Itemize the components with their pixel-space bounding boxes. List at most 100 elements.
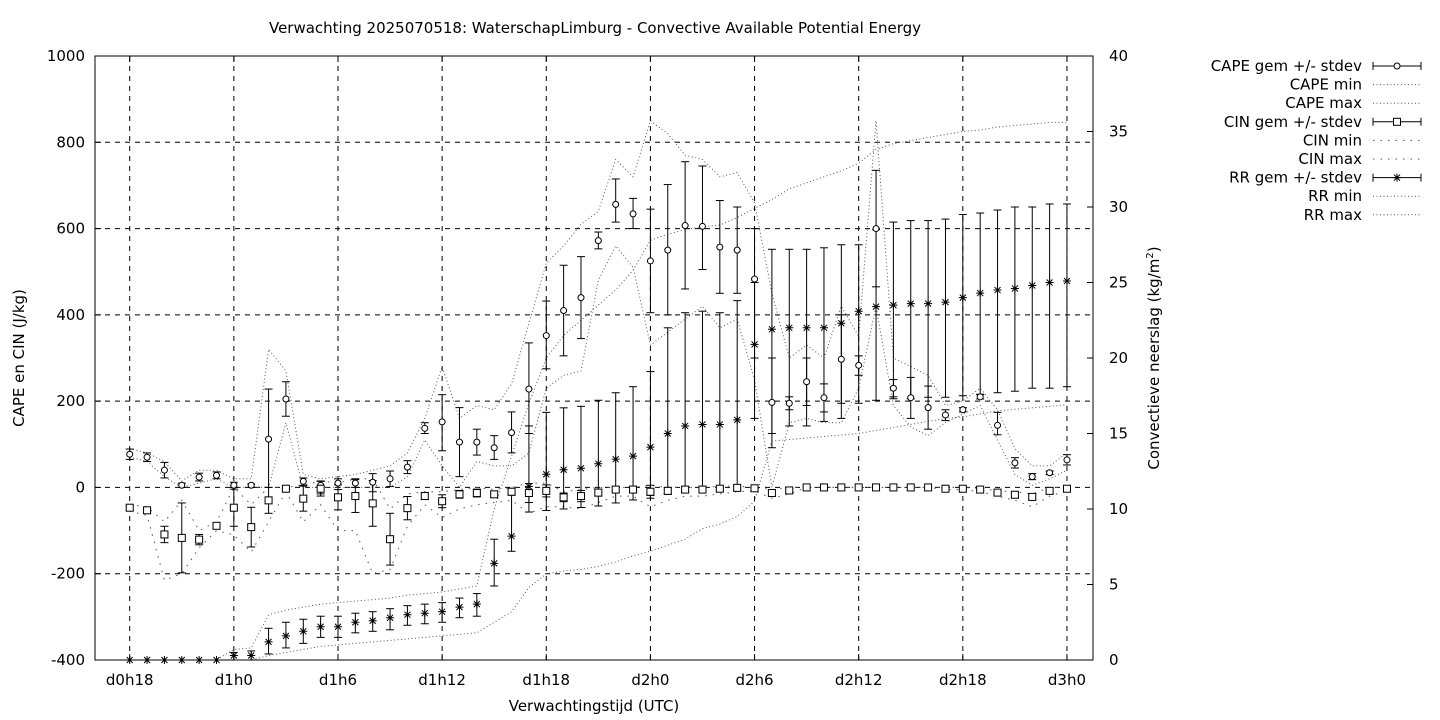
cape-gem-stdev-point [1028, 473, 1036, 481]
rr-gem-stdev-point [958, 293, 967, 302]
rr-gem-stdev-point [368, 616, 377, 625]
x-tick-label: d1h0 [215, 671, 253, 689]
cape-gem-stdev-point [577, 294, 585, 302]
axes: d0h18 d1h0 d1h6 d1h12 d1h18 d2h0 d2h6 d2h12 d2h1… [47, 47, 1128, 689]
rr-gem-stdev-point [1010, 284, 1019, 293]
cape-gem-stdev-point [403, 463, 411, 471]
cin-gem-stdev-point [299, 494, 308, 503]
cape-gem-stdev-point [803, 378, 811, 386]
y-right-tick-label: 30 [1109, 198, 1128, 216]
cape-gem-stdev-point [716, 243, 724, 251]
cape-gem-stdev-point [195, 473, 203, 481]
cape-gem-stdev-point [490, 444, 498, 452]
rr-gem-stdev-point [629, 452, 638, 461]
cin-gem-stdev-point [733, 483, 742, 492]
cin-gem-stdev-point [247, 523, 256, 532]
rr-max-line [129, 121, 1067, 661]
cin-gem-stdev-point [281, 484, 290, 493]
cin-gem-stdev-point [1010, 490, 1019, 499]
y-right-tick-label: 5 [1109, 576, 1119, 594]
cin-gem-stdev-point [1028, 492, 1037, 501]
legend-label: CAPE gem +/- stdev [1211, 57, 1362, 75]
rr-gem-stdev-point [785, 323, 794, 332]
rr-gem-stdev-point [299, 627, 308, 636]
y-left-tick-label: -200 [51, 565, 85, 583]
cin-gem-stdev-point [854, 483, 863, 492]
cin-gem-stdev-point [976, 485, 985, 494]
cape-gem-stdev-point [941, 411, 949, 419]
cin-gem-stdev-point [941, 484, 950, 493]
cin-gem-stdev-point [524, 489, 533, 498]
legend-label: CIN min [1303, 131, 1362, 149]
cin-gem-stdev-point [594, 488, 603, 497]
cape-gem-stdev-point [438, 418, 446, 426]
cape-gem-stdev-point [768, 398, 776, 406]
x-tick-label: d1h12 [418, 671, 466, 689]
rr-gem-stdev-point [594, 459, 603, 468]
cape-gem-stdev-point [1046, 469, 1054, 477]
cape-gem-stdev-point [126, 450, 134, 458]
rr-gem-stdev-point [681, 421, 690, 430]
rr-gem-stdev-point [507, 532, 516, 541]
cin-gem-stdev-point [819, 483, 828, 492]
legend-label: CAPE max [1285, 94, 1362, 112]
cin-gem-stdev-point [837, 483, 846, 492]
x-axis-label: Verwachtingstijd (UTC) [508, 697, 680, 715]
rr-gem-stdev-point [750, 340, 759, 349]
y-right-tick-label: 35 [1109, 123, 1128, 141]
min-max-lines [129, 119, 1068, 661]
rr-gem-stdev-point [854, 307, 863, 316]
cin-gem-stdev-point [143, 506, 152, 515]
rr-gem-stdev-point [941, 298, 950, 307]
y-right-tick-label: 40 [1109, 47, 1128, 65]
rr-gem-stdev-point [1045, 278, 1054, 287]
cin-gem-stdev-point [125, 503, 134, 512]
x-tick-label: d2h0 [631, 671, 669, 689]
cin-gem-stdev-point [212, 521, 221, 530]
rr-gem-stdev-point [472, 600, 481, 609]
cape-gem-stdev-point [525, 385, 533, 393]
cape-gem-stdev-point [907, 394, 915, 402]
cin-gem-stdev-point [438, 497, 447, 506]
rr-gem-stdev-point [576, 464, 585, 473]
legend-label: CIN gem +/- stdev [1224, 113, 1362, 131]
cin-gem-stdev-point [1062, 484, 1071, 493]
markers [125, 200, 1071, 664]
grid [95, 56, 1093, 660]
cape-gem-stdev-point [247, 481, 255, 489]
rr-gem-stdev-point [889, 301, 898, 310]
rr-gem-stdev-point [906, 299, 915, 308]
rr-gem-stdev-point [386, 613, 395, 622]
cape-gem-stdev-point [351, 479, 359, 487]
cape-gem-stdev-point [664, 246, 672, 254]
y-left-tick-label: -400 [51, 651, 85, 669]
rr-gem-stdev-point [819, 323, 828, 332]
cape-gem-stdev-point [334, 479, 342, 487]
rr-gem-stdev-point [924, 299, 933, 308]
cin-gem-stdev-point [802, 483, 811, 492]
rr-gem-stdev-point [281, 631, 290, 640]
y-left-tick-label: 200 [56, 392, 85, 410]
cape-gem-stdev-point [560, 307, 568, 315]
rr-gem-stdev-point [646, 443, 655, 452]
cin-gem-stdev-point [195, 535, 204, 544]
cape-gem-stdev-point [473, 438, 481, 446]
cape-gem-stdev-point [994, 421, 1002, 429]
rr-gem-stdev-point [403, 610, 412, 619]
rr-gem-stdev-point [559, 465, 568, 474]
legend-label: CIN max [1298, 150, 1362, 168]
cin-gem-stdev-point [681, 485, 690, 494]
cape-gem-stdev-point [751, 275, 759, 283]
cin-gem-stdev-point [368, 499, 377, 508]
legend-label: RR max [1304, 206, 1362, 224]
cin-gem-stdev-point [629, 485, 638, 494]
rr-gem-stdev-point [438, 607, 447, 616]
rr-gem-stdev-point [1028, 281, 1037, 290]
cin-gem-stdev-point [420, 492, 429, 501]
cin-gem-stdev-point [490, 490, 499, 499]
cape-gem-stdev-point [212, 471, 220, 479]
cape-gem-stdev-point [1063, 456, 1071, 464]
legend-marker [1393, 62, 1401, 70]
rr-gem-stdev-point [993, 286, 1002, 295]
